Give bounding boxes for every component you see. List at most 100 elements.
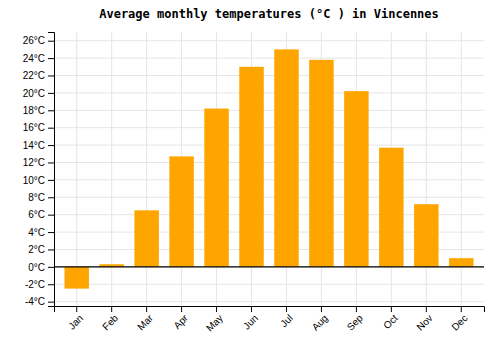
x-tick-label: Aug: [310, 312, 330, 332]
x-tick-label: Dec: [449, 312, 469, 332]
y-tick: 0°C: [28, 262, 54, 273]
bar: [64, 267, 88, 289]
y-grid-line: [54, 110, 484, 111]
x-tick-label: Mar: [135, 312, 155, 332]
bar: [309, 60, 333, 267]
x-tick: Jun: [241, 306, 260, 332]
y-axis: -4°C -2°C 0°C 2°C 4°C 6°C 8°C 10°C 12°C 14°C 16°C 1…: [23, 33, 55, 308]
x-tick-label: Jun: [241, 312, 260, 331]
y-tick-label: 16°C: [23, 122, 45, 133]
x-tick: Dec: [449, 306, 469, 333]
title: Average monthly temperatures (°C ) in Vi…: [99, 7, 439, 21]
y-tick: 10°C: [23, 175, 54, 186]
x-tick: Jul: [278, 306, 295, 329]
bars: [54, 49, 484, 288]
x-grid-line: [76, 32, 77, 306]
plot-area: -4°C -2°C 0°C 2°C 4°C 6°C 8°C 10°C 12°C 14°C 16°C 1…: [23, 32, 485, 334]
y-tick-mark: [48, 41, 54, 42]
y-grid-line: [54, 197, 484, 198]
x-tick-mark: [286, 306, 287, 312]
x-tick: Aug: [310, 306, 330, 333]
bar: [344, 91, 368, 267]
y-grid-line: [54, 301, 484, 302]
y-grid-line: [54, 284, 484, 285]
x-tick: Nov: [414, 306, 434, 333]
x-tick-mark: [391, 306, 392, 312]
x-tick-mark: [181, 306, 182, 312]
x-tick-mark: [426, 306, 427, 312]
y-tick-mark: [48, 267, 54, 268]
bar: [134, 210, 158, 267]
y-tick: 6°C: [28, 209, 54, 220]
y-tick: 14°C: [23, 140, 54, 151]
x-tick: Apr: [171, 306, 190, 331]
y-tick-mark: [48, 145, 54, 146]
y-grid-line: [54, 179, 484, 180]
x-axis: Jan Feb Mar Apr May Jun Jul Aug Sep Oct Nov Dec: [55, 306, 485, 334]
y-tick-mark: [48, 180, 54, 181]
y-tick-label: -4°C: [25, 296, 45, 307]
bar: [239, 67, 263, 267]
y-tick-mark: [48, 58, 54, 59]
y-tick: 2°C: [28, 244, 54, 255]
bar: [169, 156, 193, 266]
x-tick-mark: [146, 306, 147, 312]
y-tick-mark: [48, 93, 54, 94]
x-tick: Sep: [345, 306, 366, 333]
y-tick: -2°C: [25, 279, 54, 290]
x-tick-mark: [76, 306, 77, 312]
x-tick-label: Oct: [381, 312, 400, 331]
y-tick-label: 22°C: [23, 70, 45, 81]
x-tick-mark: [461, 306, 462, 312]
x-tick-mark: [321, 306, 322, 312]
y-tick: 4°C: [28, 227, 54, 238]
x-tick-mark: [111, 306, 112, 312]
y-tick: 8°C: [28, 192, 54, 203]
y-tick-label: 0°C: [28, 262, 45, 273]
y-tick-mark: [48, 75, 54, 76]
y-tick-label: 18°C: [23, 105, 45, 116]
bar: [274, 49, 298, 266]
y-grid-line: [54, 58, 484, 59]
y-tick-mark: [48, 128, 54, 129]
y-tick-mark: [48, 215, 54, 216]
x-tick: Feb: [100, 306, 120, 332]
bar: [414, 204, 438, 267]
y-grid-line: [54, 40, 484, 41]
x-tick: May: [204, 306, 225, 334]
y-tick-label: 20°C: [23, 88, 45, 99]
x-tick: Jan: [66, 306, 85, 332]
y-grid-line: [54, 75, 484, 76]
y-tick: 12°C: [23, 157, 54, 168]
x-tick-label: Jul: [278, 312, 295, 329]
y-tick-mark: [48, 302, 54, 303]
y-tick-label: -2°C: [25, 279, 45, 290]
x-tick: Mar: [135, 306, 155, 332]
x-tick-mark: [356, 306, 357, 312]
y-tick: 26°C: [23, 35, 54, 46]
y-grid-line: [54, 266, 484, 267]
bar: [379, 148, 403, 267]
y-tick-label: 12°C: [23, 157, 45, 168]
x-tick-mark: [251, 306, 252, 312]
x-axis-line: [55, 307, 485, 313]
y-tick: 16°C: [23, 122, 54, 133]
y-tick-label: 2°C: [28, 244, 45, 255]
x-tick-label: Jan: [66, 312, 85, 331]
y-tick-label: 4°C: [28, 227, 45, 238]
y-tick-mark: [48, 284, 54, 285]
y-tick-label: 10°C: [23, 175, 45, 186]
y-tick: 24°C: [23, 53, 54, 64]
x-tick-mark: [216, 306, 217, 312]
y-tick: 18°C: [23, 105, 54, 116]
bar: [204, 109, 228, 267]
y-grid-line: [54, 127, 484, 128]
y-tick-mark: [48, 162, 54, 163]
y-grid-line: [54, 145, 484, 146]
y-tick-label: 8°C: [28, 192, 45, 203]
y-tick-label: 26°C: [23, 35, 45, 46]
zero-line: [54, 266, 484, 267]
y-tick-mark: [48, 232, 54, 233]
y-tick-label: 14°C: [23, 140, 45, 151]
y-tick: 20°C: [23, 88, 54, 99]
